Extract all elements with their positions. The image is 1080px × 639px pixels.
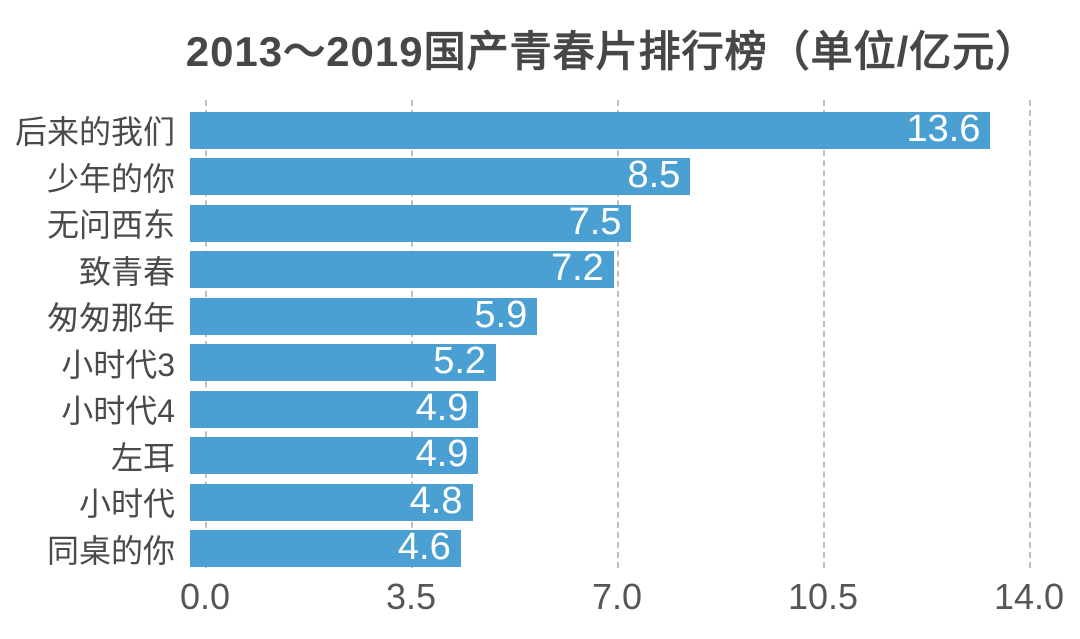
value-label: 8.5 [627,154,681,197]
bar-track: 5.2 [190,340,1014,382]
x-tick-label: 10.5 [787,576,859,617]
category-label: 左耳 [110,439,175,476]
value-label: 4.9 [415,386,469,429]
bar-track: 4.9 [190,387,1014,429]
category-label: 小时代4 [61,393,175,430]
gridline [1029,100,1031,568]
bar: 5.2 [190,340,497,382]
bar-row: 左耳 4.9 [0,433,1080,480]
value-label: 5.9 [474,293,528,336]
bar-track: 4.6 [190,526,1014,568]
category-label: 匆匆那年 [46,300,175,337]
bar-track: 5.9 [190,294,1014,336]
bar: 4.9 [190,387,479,429]
category-label: 小时代3 [61,346,175,383]
bar-row: 无问西东 7.5 [0,200,1080,247]
bar-track: 7.2 [190,247,1014,289]
bar: 4.6 [190,526,461,568]
bar: 5.9 [190,294,538,336]
bar-row: 小时代 4.8 [0,479,1080,526]
category-label: 少年的你 [46,160,175,197]
value-label: 13.6 [906,107,981,150]
value-label: 4.6 [397,526,451,569]
bar: 13.6 [190,108,991,150]
bar-row: 匆匆那年 5.9 [0,293,1080,340]
x-axis: 0.0 3.5 7.0 10.5 14.0 [180,576,1064,620]
value-label: 4.8 [409,479,463,522]
bar-row: 小时代3 5.2 [0,340,1080,387]
x-tick-label: 3.5 [385,576,437,617]
bar: 4.9 [190,433,479,475]
x-tick-label: 7.0 [591,576,643,617]
x-tick-label: 0.0 [179,576,231,617]
bar-row: 后来的我们 13.6 [0,107,1080,154]
bar-row: 致青春 7.2 [0,247,1080,294]
bar: 7.2 [190,247,614,289]
bar-track: 8.5 [190,154,1014,196]
gridline [823,100,825,568]
gridline [617,100,619,568]
category-label: 无问西东 [46,207,175,244]
category-label: 致青春 [78,253,175,290]
bar-track: 13.6 [190,108,1014,150]
bar: 4.8 [190,480,473,522]
bar-track: 7.5 [190,201,1014,243]
value-label: 4.9 [415,433,469,476]
x-tick-label: 14.0 [993,576,1065,617]
bar: 7.5 [190,201,632,243]
value-label: 7.2 [550,247,604,290]
bar: 8.5 [190,154,691,196]
category-label: 同桌的你 [46,532,175,569]
plot-area: 后来的我们 13.6 少年的你 8.5 无问西东 7.5 致青春 7.2 匆匆那年 5.9 小时代3… [0,100,1080,575]
value-label: 5.2 [433,340,487,383]
category-label: 后来的我们 [14,114,175,151]
bar-rows: 后来的我们 13.6 少年的你 8.5 无问西东 7.5 致青春 7.2 匆匆那年 5.9 小时代3… [0,107,1080,572]
chart-title: 2013～2019国产青春片排行榜（单位/亿元） [185,28,1039,75]
value-label: 7.5 [568,200,622,243]
category-label: 小时代 [78,486,175,523]
bar-row: 同桌的你 4.6 [0,526,1080,573]
bar-track: 4.9 [190,433,1014,475]
bar-row: 小时代4 4.9 [0,386,1080,433]
bar-row: 少年的你 8.5 [0,154,1080,201]
bar-track: 4.8 [190,480,1014,522]
